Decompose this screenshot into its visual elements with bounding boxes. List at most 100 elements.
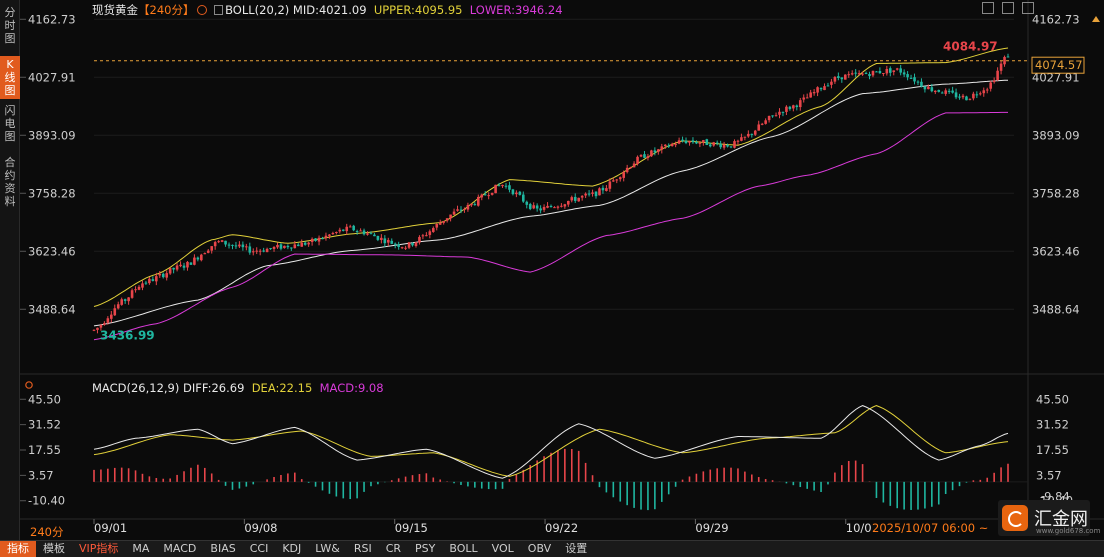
boll-upper-line [93, 47, 1009, 307]
timeframe-label[interactable]: 【240分】 [138, 3, 195, 17]
candle-body [501, 184, 504, 187]
toolbar-settings[interactable]: 设置 [565, 542, 588, 555]
nav-tab-flash-chart[interactable]: 闪电图 [4, 104, 16, 143]
price-axis-label-right: 4027.91 [1032, 70, 1080, 84]
toolbar-vol[interactable]: VOL [491, 542, 514, 555]
candle-body [321, 238, 324, 240]
candle-body [435, 224, 439, 228]
candle-body [899, 68, 902, 73]
macd-axis-label-right: 3.57 [1036, 468, 1062, 482]
candle-body [431, 228, 435, 232]
toolbar-vip-indicators[interactable]: VIP指标 [79, 542, 119, 555]
candle-body [639, 154, 643, 157]
candle-body [449, 214, 452, 219]
candle-body [251, 251, 255, 253]
candle-body [283, 245, 286, 249]
boll-lower-line [93, 111, 1008, 341]
candle-body [888, 68, 892, 73]
chart-canvas[interactable]: 4084.97 3436.99 4162.73 4162.73 4027.91 4027… [20, 0, 1104, 540]
macd-axis-label-left: -10.40 [28, 494, 65, 508]
maximize-icon[interactable] [1002, 2, 1014, 14]
candle-body [923, 86, 927, 90]
toolbar-cci[interactable]: CCI [249, 542, 269, 555]
toolbar-cr[interactable]: CR [385, 542, 402, 555]
toolbar-indicators[interactable]: 指标 [0, 541, 36, 557]
close-icon[interactable] [1022, 2, 1034, 14]
macd-axis-label-right: 17.55 [1036, 443, 1069, 457]
candle-body [705, 139, 709, 145]
candle-body [542, 206, 546, 210]
candle-body [740, 137, 743, 141]
low-price-label: 3436.99 [100, 328, 155, 342]
candle-body [920, 81, 923, 87]
candle-body [951, 90, 954, 93]
candle-body [819, 87, 823, 90]
candle-body [113, 308, 117, 316]
toolbar-templates[interactable]: 模板 [43, 542, 65, 555]
candle-body [816, 87, 819, 93]
candle-body [359, 230, 362, 232]
candle-body [660, 146, 664, 150]
candle-body [206, 250, 210, 253]
candle-body [331, 233, 335, 235]
candle-body [982, 90, 986, 94]
toolbar-boll[interactable]: BOLL [449, 542, 478, 555]
boll-lower-value: LOWER:3946.24 [469, 3, 563, 17]
candle-body [238, 244, 241, 247]
macd-diff-line [93, 405, 1009, 479]
candle-body [172, 267, 175, 270]
toolbar-ma[interactable]: MA [132, 542, 150, 555]
settings-icon[interactable] [197, 5, 208, 15]
macd-indicator-name[interactable]: MACD(26,12,9) [92, 381, 180, 395]
timeframe-bottom-label[interactable]: 240分 [30, 525, 64, 539]
candle-body [279, 244, 283, 249]
toolbar-kdj[interactable]: KDJ [282, 542, 302, 555]
toolbar-rsi[interactable]: RSI [353, 542, 372, 555]
candle-body [612, 180, 615, 182]
indicator-icon [214, 5, 224, 15]
candle-body [200, 254, 203, 261]
toolbar-psy[interactable]: PSY [415, 542, 436, 555]
candle-body [584, 193, 587, 196]
candle-body [269, 248, 272, 250]
toolbar-lw[interactable]: LW& [315, 542, 340, 555]
candle-body [650, 150, 653, 157]
candle-body [882, 73, 885, 75]
price-axis-label-left: 3758.28 [28, 186, 76, 200]
candle-body [473, 204, 477, 206]
date-axis-label: 09/01 [94, 521, 127, 535]
candle-body [220, 240, 224, 242]
candle-body [546, 205, 549, 208]
candle-body [968, 98, 972, 100]
candle-body [227, 244, 231, 246]
macd-diff-value: DIFF:26.69 [183, 381, 245, 395]
candle-body [753, 130, 757, 135]
nav-tab-time-chart[interactable]: 分时图 [4, 6, 16, 45]
candle-body [345, 226, 349, 232]
gold678-logo[interactable]: 汇金网 www.gold678.com [998, 500, 1100, 536]
candle-body [404, 247, 407, 249]
toolbar-macd[interactable]: MACD [163, 542, 197, 555]
restore-icon[interactable] [982, 2, 994, 14]
candle-body [916, 81, 920, 83]
candle-body [182, 265, 186, 268]
candle-body [165, 273, 169, 278]
candle-body [515, 192, 518, 195]
candle-body [792, 105, 795, 109]
candle-body [155, 276, 158, 282]
candle-body [972, 93, 975, 99]
nav-tab-contract-info[interactable]: 合约资料 [4, 156, 16, 208]
candle-body [840, 77, 844, 80]
toolbar-obv[interactable]: OBV [527, 542, 552, 555]
candle-body [670, 143, 674, 147]
price-axis-label-left: 4162.73 [28, 12, 76, 26]
toolbar-bias[interactable]: BIAS [210, 542, 236, 555]
candle-body [785, 106, 788, 112]
candle-body [608, 181, 612, 189]
price-axis-label-right: 3488.64 [1032, 302, 1080, 316]
indicator-name[interactable]: BOLL(20,2) [225, 3, 290, 17]
candle-body [733, 141, 736, 148]
candle-body [522, 194, 525, 202]
candle-body [850, 73, 854, 75]
